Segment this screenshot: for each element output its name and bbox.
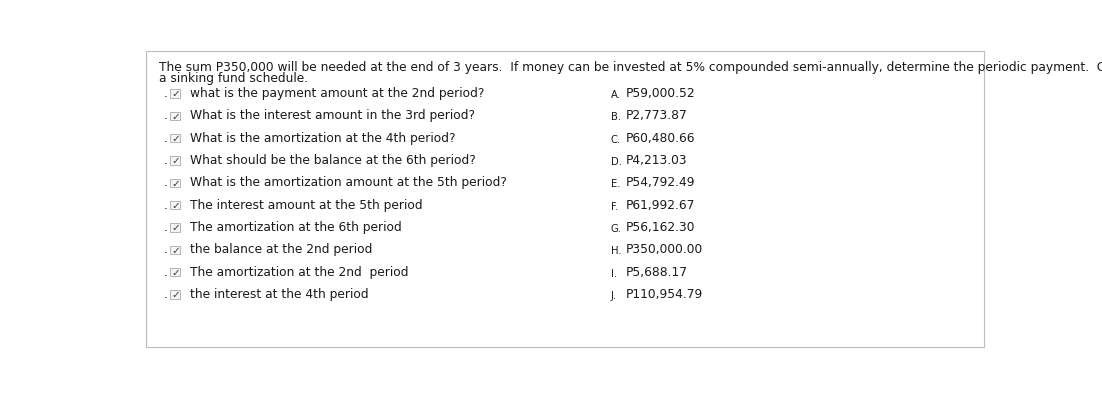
Text: P350,000.00: P350,000.00 [626,243,703,256]
Text: what is the payment amount at the 2nd period?: what is the payment amount at the 2nd pe… [191,87,485,100]
Text: The sum P350,000 will be needed at the end of 3 years.  If money can be invested: The sum P350,000 will be needed at the e… [160,61,1102,74]
Bar [171,178,181,187]
Text: ✓: ✓ [171,178,180,189]
Text: .: . [164,266,168,279]
Text: B.: B. [611,112,620,123]
Text: ✓: ✓ [171,156,180,166]
Text: C.: C. [611,135,620,145]
Text: The amortization at the 2nd  period: The amortization at the 2nd period [191,266,409,279]
Text: .: . [164,221,168,234]
Text: ✓: ✓ [171,201,180,211]
Text: J.: J. [611,291,617,301]
Bar [171,245,181,254]
Text: .: . [164,243,168,256]
Text: .: . [164,87,168,100]
Text: P59,000.52: P59,000.52 [626,87,695,100]
Text: .: . [164,199,168,212]
Text: H.: H. [611,246,622,256]
Text: P110,954.79: P110,954.79 [626,288,703,301]
Text: .: . [164,288,168,301]
Text: What is the interest amount in the 3rd period?: What is the interest amount in the 3rd p… [191,109,475,122]
Bar [171,223,181,232]
Text: E.: E. [611,179,620,190]
Text: ✓: ✓ [171,89,180,99]
Text: P54,792.49: P54,792.49 [626,176,695,189]
Text: P60,480.66: P60,480.66 [626,132,695,145]
Bar [171,201,181,209]
Text: What is the amortization at the 4th period?: What is the amortization at the 4th peri… [191,132,456,145]
Text: ✓: ✓ [171,290,180,300]
Text: F.: F. [611,202,618,212]
Text: I.: I. [611,269,617,279]
Text: A.: A. [611,90,620,100]
Text: a sinking fund schedule.: a sinking fund schedule. [160,72,309,85]
Text: the interest at the 4th period: the interest at the 4th period [191,288,369,301]
Text: ✓: ✓ [171,112,180,122]
Text: P56,162.30: P56,162.30 [626,221,695,234]
Text: P61,992.67: P61,992.67 [626,199,695,212]
Bar [171,134,181,142]
Text: What is the amortization amount at the 5th period?: What is the amortization amount at the 5… [191,176,507,189]
Text: ✓: ✓ [171,268,180,278]
Bar [171,290,181,299]
Text: The amortization at the 6th period: The amortization at the 6th period [191,221,402,234]
Bar [171,89,181,98]
Text: G.: G. [611,224,622,234]
Text: .: . [164,176,168,189]
Bar [171,112,181,120]
Text: the balance at the 2nd period: the balance at the 2nd period [191,243,372,256]
Bar [171,268,181,276]
Text: ✓: ✓ [171,245,180,256]
Text: .: . [164,132,168,145]
Text: .: . [164,109,168,122]
Text: D.: D. [611,157,622,167]
Text: ✓: ✓ [171,223,180,233]
Text: P5,688.17: P5,688.17 [626,266,688,279]
Bar [171,156,181,165]
Text: What should be the balance at the 6th period?: What should be the balance at the 6th pe… [191,154,476,167]
Text: The interest amount at the 5th period: The interest amount at the 5th period [191,199,423,212]
Text: P4,213.03: P4,213.03 [626,154,688,167]
Text: P2,773.87: P2,773.87 [626,109,688,122]
Text: .: . [164,154,168,167]
Text: ✓: ✓ [171,134,180,144]
